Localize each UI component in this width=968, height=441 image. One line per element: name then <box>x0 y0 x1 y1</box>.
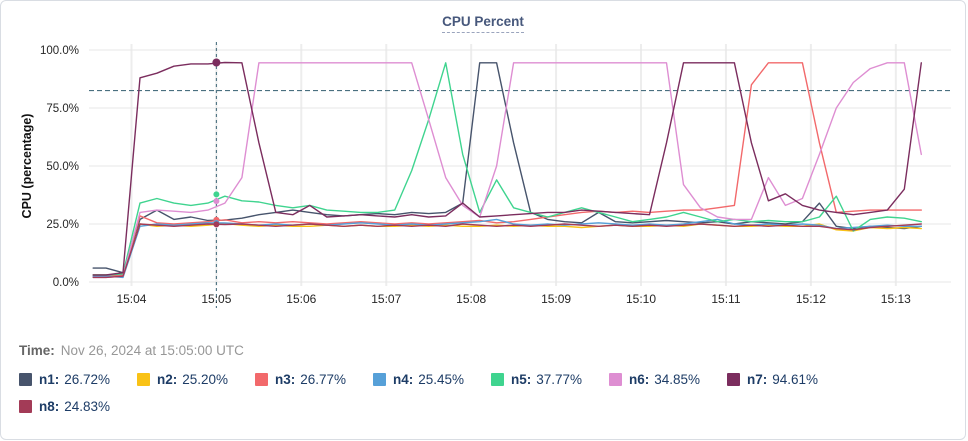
legend-series-name: n1: <box>39 372 60 387</box>
legend-swatch <box>19 373 32 386</box>
series-line-n2 <box>92 222 922 277</box>
y-tick-label: 25.0% <box>46 219 79 231</box>
x-tick-label: 15:11 <box>711 292 740 306</box>
series-line-n3 <box>92 62 922 277</box>
time-label: Time: <box>19 343 55 358</box>
x-tick-label: 15:09 <box>541 292 571 306</box>
time-value: Nov 26, 2024 at 15:05:00 UTC <box>60 343 244 358</box>
legend-series-value: 26.72% <box>64 372 111 387</box>
time-row: Time: Nov 26, 2024 at 15:05:00 UTC <box>1 343 965 358</box>
legend-series-value: 25.20% <box>182 372 229 387</box>
legend-series-name: n3: <box>275 372 296 387</box>
x-tick-label: 15:10 <box>626 292 656 306</box>
chart-title-wrap: CPU Percent <box>1 1 965 37</box>
legend-item-n2[interactable]: n2: 25.20% <box>137 372 255 387</box>
legend-swatch <box>19 400 32 413</box>
legend-series-value: 34.85% <box>654 372 701 387</box>
legend-row: n8: 24.83% <box>19 399 947 414</box>
marker-dot-n7 <box>212 58 221 67</box>
legend-series-value: 37.77% <box>536 372 583 387</box>
legend-swatch <box>609 373 622 386</box>
legend-item-n1[interactable]: n1: 26.72% <box>19 372 137 387</box>
legend-item-n7[interactable]: n7: 94.61% <box>727 372 845 387</box>
x-tick-label: 15:07 <box>371 292 401 306</box>
crosshair-markers <box>212 58 221 228</box>
legend-series-value: 94.61% <box>772 372 819 387</box>
series-line-n5 <box>92 62 922 276</box>
legend-series-name: n4: <box>393 372 414 387</box>
series-lines <box>92 61 922 279</box>
y-tick-label: 0.0% <box>53 277 79 289</box>
y-tick-label: 100.0% <box>40 45 79 57</box>
x-tick-label: 15:12 <box>796 292 826 306</box>
marker-dot-n5 <box>213 191 220 198</box>
legend-series-value: 25.45% <box>418 372 465 387</box>
marker-dot-n6 <box>213 198 220 205</box>
series-line-n6 <box>92 62 922 279</box>
legend-series-name: n6: <box>629 372 650 387</box>
legend-row: n1: 26.72% n2: 25.20% n3: 26.77% n4: 25.45% n5: 3… <box>19 372 947 387</box>
series-line-n7 <box>92 61 922 276</box>
axis-labels: 0.0% 25.0% 50.0% 75.0% 100.0% 15:04 15:05 15:06… <box>40 45 911 306</box>
marker-dot-n8 <box>213 221 220 228</box>
legend-swatch <box>727 373 740 386</box>
legend-swatch <box>373 373 386 386</box>
legend-item-n8[interactable]: n8: 24.83% <box>19 399 137 414</box>
legend-item-n3[interactable]: n3: 26.77% <box>255 372 373 387</box>
legend-series-name: n8: <box>39 399 60 414</box>
legend-item-n4[interactable]: n4: 25.45% <box>373 372 491 387</box>
legend: n1: 26.72% n2: 25.20% n3: 26.77% n4: 25.45% n5: 3… <box>1 372 965 414</box>
reference-lines <box>89 42 951 308</box>
cpu-percent-chart[interactable]: 0.0% 25.0% 50.0% 75.0% 100.0% 15:04 15:05 15:06… <box>1 37 968 315</box>
x-tick-label: 15:04 <box>116 292 146 306</box>
legend-item-n6[interactable]: n6: 34.85% <box>609 372 727 387</box>
y-axis-title: CPU (percentage) <box>20 114 34 219</box>
gridlines <box>89 44 951 286</box>
legend-series-value: 24.83% <box>64 399 111 414</box>
x-tick-label: 15:08 <box>456 292 486 306</box>
legend-swatch <box>491 373 504 386</box>
legend-item-n5[interactable]: n5: 37.77% <box>491 372 609 387</box>
chart-title[interactable]: CPU Percent <box>442 14 524 33</box>
legend-series-name: n7: <box>747 372 768 387</box>
y-tick-label: 75.0% <box>46 103 79 115</box>
x-tick-label: 15:13 <box>881 292 911 306</box>
legend-swatch <box>255 373 268 386</box>
legend-series-name: n5: <box>511 372 532 387</box>
series-line-n8 <box>92 223 922 279</box>
x-tick-label: 15:06 <box>286 292 316 306</box>
series-line-n1 <box>92 62 922 274</box>
y-tick-label: 50.0% <box>46 161 79 173</box>
legend-series-name: n2: <box>157 372 178 387</box>
x-tick-label: 15:05 <box>201 292 231 306</box>
legend-series-value: 26.77% <box>300 372 347 387</box>
legend-swatch <box>137 373 150 386</box>
series-line-n4 <box>92 218 922 279</box>
